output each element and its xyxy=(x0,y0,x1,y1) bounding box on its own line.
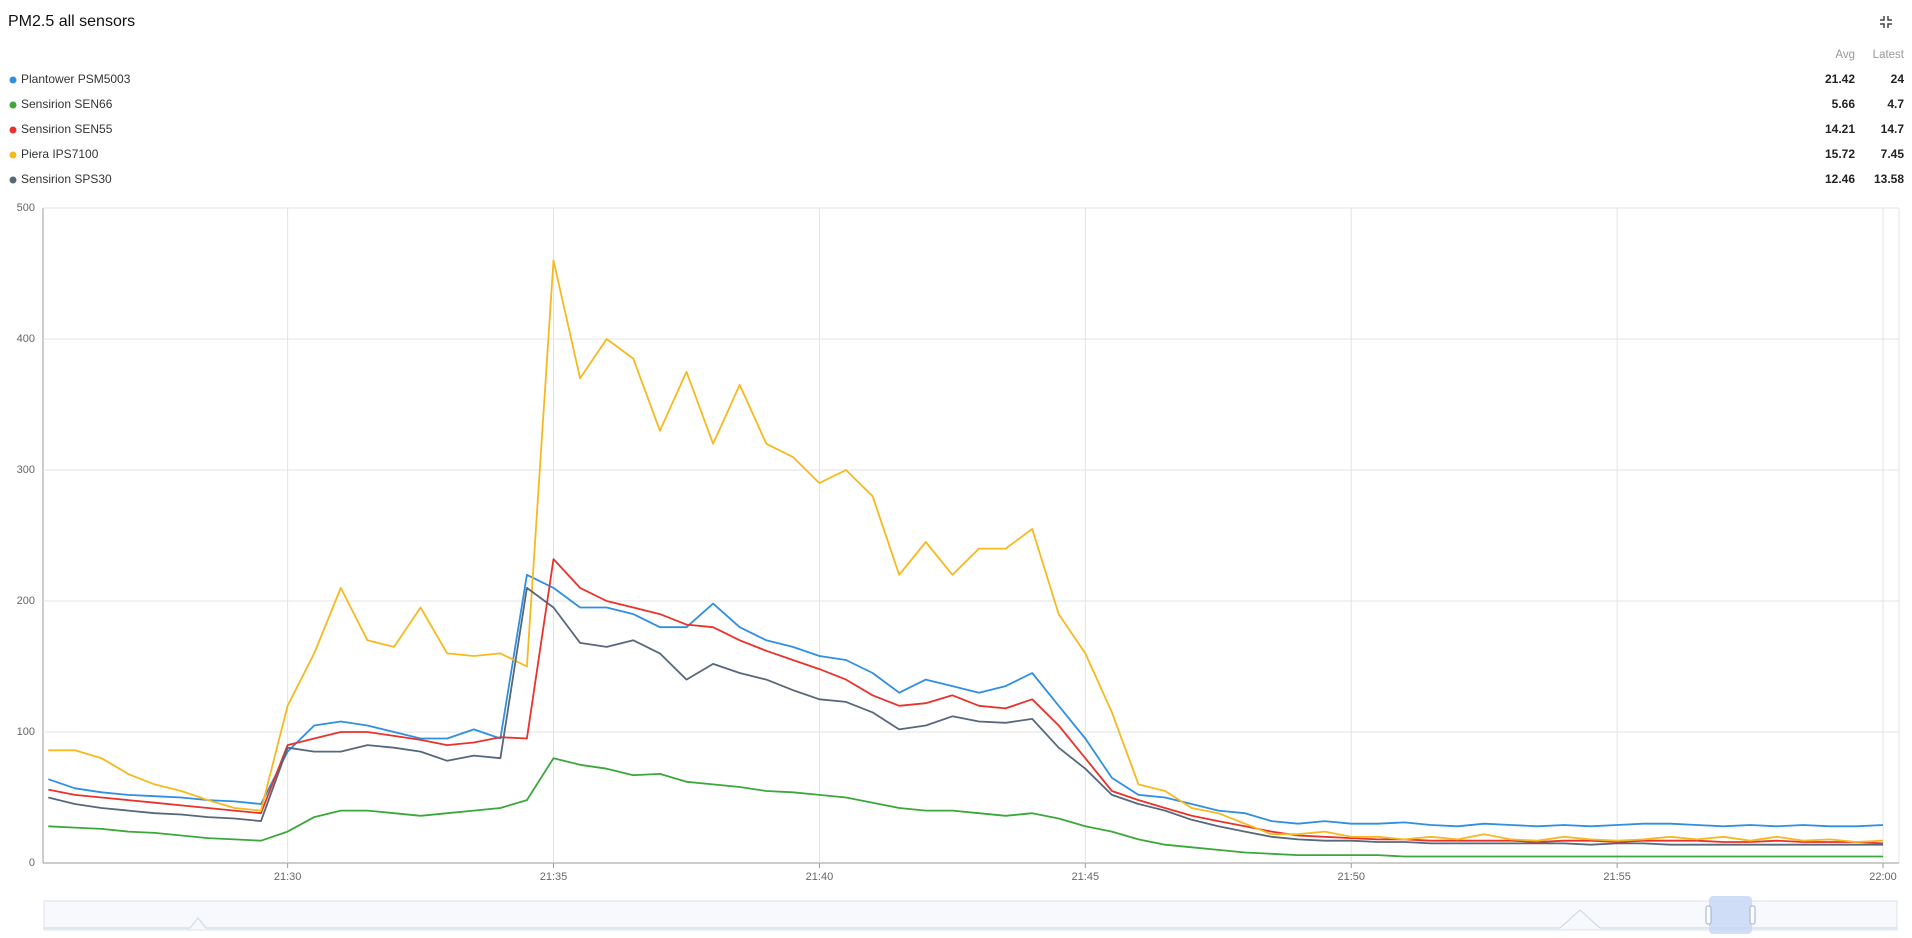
x-tick-label: 21:55 xyxy=(1603,871,1631,883)
collapse-icon[interactable] xyxy=(1880,16,1892,28)
minimap-track[interactable] xyxy=(43,900,1898,931)
legend-label: Sensirion SEN55 xyxy=(21,122,113,136)
legend-swatch xyxy=(9,176,17,184)
x-tick-label: 21:35 xyxy=(540,871,568,883)
series-line xyxy=(48,259,1884,843)
legend-avg: 12.46 xyxy=(1825,172,1855,186)
y-tick-label: 400 xyxy=(17,333,35,345)
minimap-sparkline xyxy=(44,909,1897,929)
x-tick-label: 21:50 xyxy=(1337,871,1365,883)
minimap-window[interactable] xyxy=(1709,896,1752,934)
y-tick-label: 300 xyxy=(17,464,35,476)
collapse-button[interactable] xyxy=(1877,13,1895,31)
legend-latest: 14.7 xyxy=(1881,122,1905,136)
legend-label: Piera IPS7100 xyxy=(21,147,99,161)
legend-avg: 21.42 xyxy=(1825,72,1855,86)
legend-column-header: Avg xyxy=(1835,49,1855,61)
y-tick-label: 200 xyxy=(17,595,35,607)
legend-swatch xyxy=(9,76,17,84)
collapse-button-bg[interactable] xyxy=(1877,13,1895,31)
series-line xyxy=(48,558,1884,845)
x-tick-label: 21:45 xyxy=(1072,871,1100,883)
legend-swatch xyxy=(9,126,17,134)
series-line xyxy=(48,573,1884,828)
legend-label: Plantower PSM5003 xyxy=(21,72,131,86)
legend-latest: 13.58 xyxy=(1874,172,1904,186)
y-tick-label: 500 xyxy=(17,202,35,214)
legend-label: Sensirion SPS30 xyxy=(21,172,112,186)
legend-avg: 14.21 xyxy=(1825,122,1855,136)
legend-swatch xyxy=(9,101,17,109)
legend-column-header: Latest xyxy=(1873,49,1905,61)
minimap[interactable] xyxy=(43,896,1898,934)
x-tick-label: 21:30 xyxy=(274,871,302,883)
y-tick-label: 100 xyxy=(17,726,35,738)
chart-title: PM2.5 all sensors xyxy=(8,13,135,30)
series-line xyxy=(48,757,1883,858)
legend-avg: 5.66 xyxy=(1832,97,1856,111)
legend-avg: 15.72 xyxy=(1825,147,1855,161)
minimap-handle[interactable] xyxy=(1749,905,1756,925)
y-tick-label: 0 xyxy=(29,857,35,869)
series-line xyxy=(48,587,1883,846)
legend-latest: 7.45 xyxy=(1881,147,1905,161)
legend-swatch xyxy=(9,151,17,159)
minimap-handle[interactable] xyxy=(1705,905,1712,925)
legend-label: Sensirion SEN66 xyxy=(21,97,113,111)
x-tick-label: 22:00 xyxy=(1869,871,1897,883)
x-tick-label: 21:40 xyxy=(806,871,834,883)
legend-latest: 4.7 xyxy=(1887,97,1904,111)
legend-latest: 24 xyxy=(1891,72,1905,86)
